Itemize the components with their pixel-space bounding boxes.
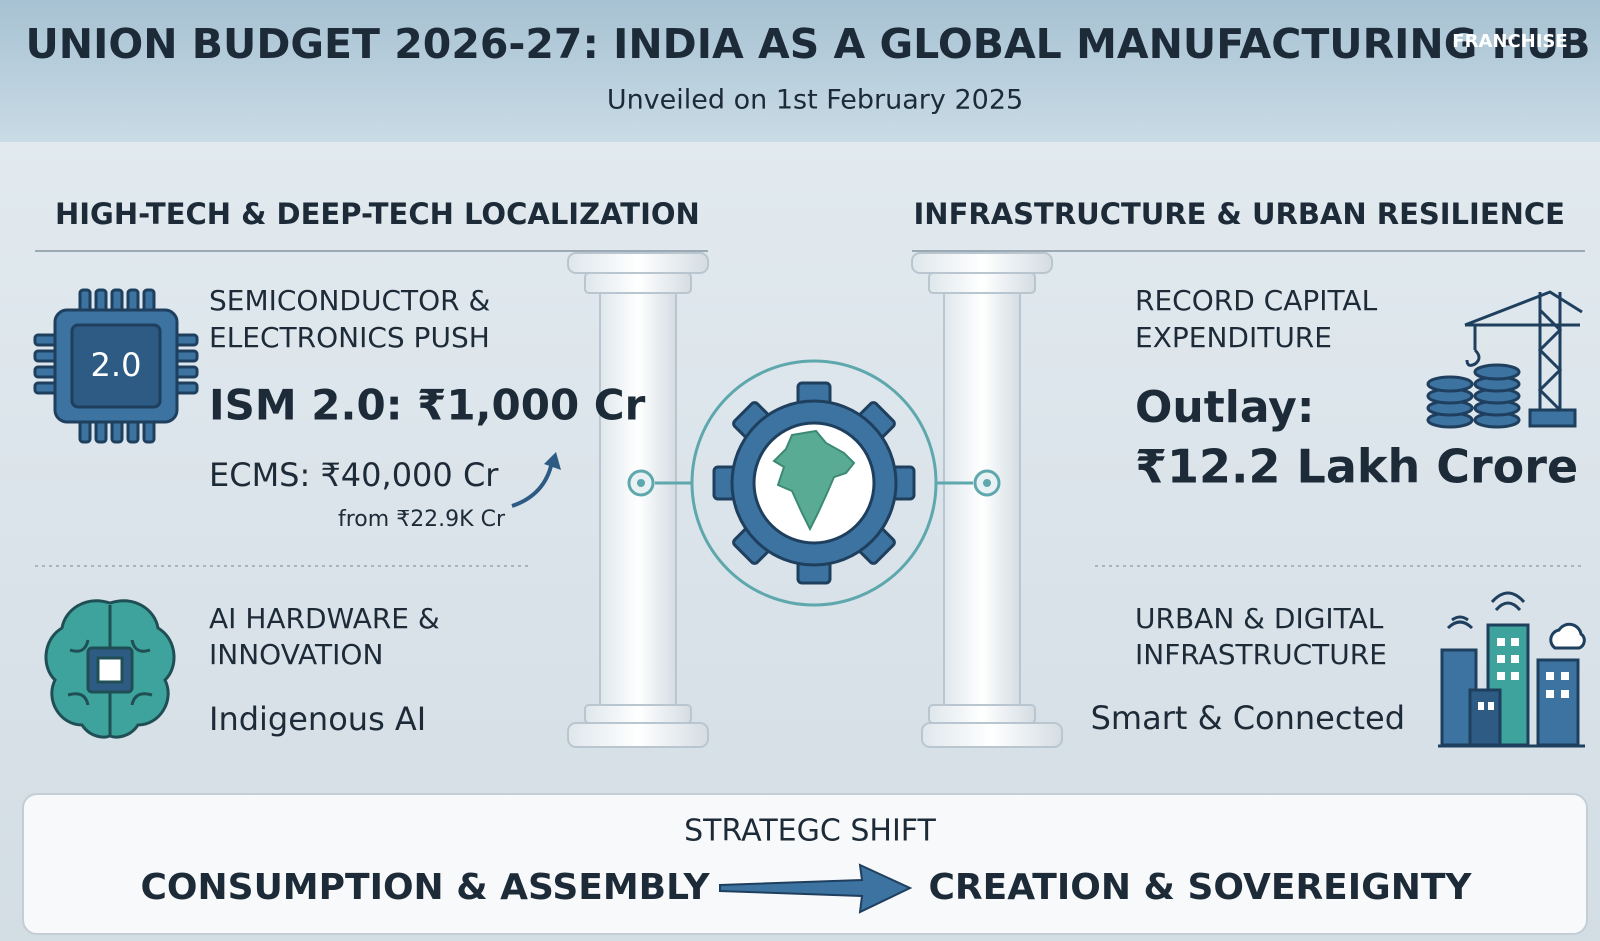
item-highlight: ISM 2.0: ₹1,000 Cr	[209, 381, 646, 430]
growth-arrow-head	[544, 452, 561, 470]
title: UNION BUDGET 2026-27: INDIA AS A GLOBAL …	[25, 20, 1590, 68]
gear-emblem	[627, 359, 1001, 607]
shift-from: CONSUMPTION & ASSEMBLY	[140, 867, 710, 908]
item-detail: Indigenous AI	[209, 700, 426, 738]
item-title: AI HARDWARE &	[209, 602, 440, 635]
brain-icon	[44, 599, 176, 739]
item-title: INNOVATION	[209, 638, 383, 671]
item-title: INFRASTRUCTURE	[1135, 638, 1387, 671]
item-title: RECORD CAPITAL	[1135, 284, 1378, 317]
item-highlight: Outlay:	[1135, 382, 1314, 433]
chip-label: 2.0	[91, 346, 142, 384]
item-title: EXPENDITURE	[1135, 321, 1332, 354]
city-icon	[1438, 591, 1586, 748]
header-band	[0, 0, 1600, 142]
footer-label: STRATEGC SHIFT	[684, 814, 936, 849]
section-heading: INFRASTRUCTURE & URBAN RESILIENCE	[914, 197, 1565, 231]
shift-to: CREATION & SOVEREIGNTY	[929, 867, 1473, 908]
shift-arrow	[719, 863, 913, 914]
item-detail: ECMS: ₹40,000 Cr	[209, 456, 499, 494]
subtitle: Unveiled on 1st February 2025	[607, 85, 1023, 116]
growth-arrow	[511, 461, 554, 508]
crane-icon	[1426, 290, 1583, 429]
item-detail: Smart & Connected	[1091, 699, 1405, 737]
footer-box	[22, 793, 1588, 935]
chip-icon	[33, 288, 199, 444]
item-highlight: ₹12.2 Lakh Crore	[1135, 440, 1578, 494]
item-note: from ₹22.9K Cr	[338, 507, 506, 532]
item-title: SEMICONDUCTOR &	[209, 284, 490, 317]
pillar	[911, 252, 1063, 748]
section-heading: HIGH-TECH & DEEP-TECH LOCALIZATION	[55, 197, 700, 231]
item-title: URBAN & DIGITAL	[1135, 602, 1384, 635]
item-title: ELECTRONICS PUSH	[209, 321, 490, 354]
logo: FRANCHISE	[1452, 31, 1567, 52]
pillar	[567, 252, 709, 748]
